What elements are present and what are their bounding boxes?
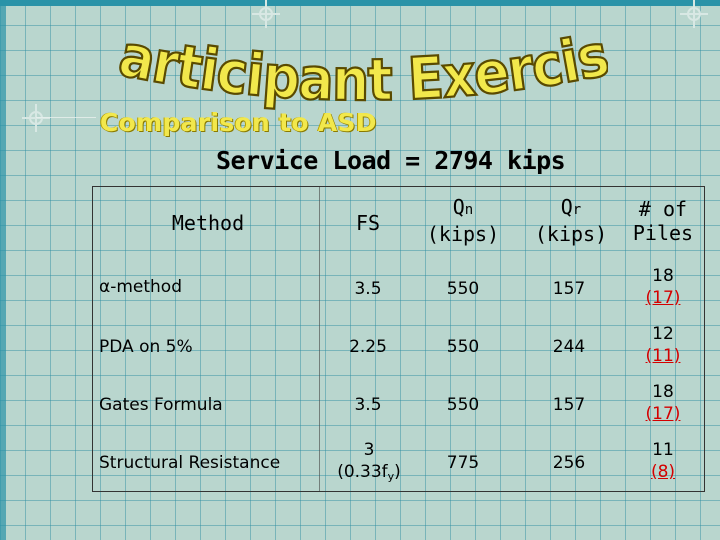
left-accent-bar bbox=[0, 0, 6, 540]
qr-symbol: Q bbox=[560, 195, 573, 219]
piles-value: 18 bbox=[652, 266, 674, 286]
crosshair-decoration bbox=[252, 0, 280, 28]
service-load-heading: Service Load = 2794 kips bbox=[216, 146, 566, 175]
qn-symbol: Q bbox=[452, 195, 465, 219]
column-divider bbox=[319, 187, 320, 491]
svg-text:Participant Exercise: Participant Exercise bbox=[118, 6, 608, 110]
row-method-structural: Structural Resistance bbox=[99, 453, 281, 473]
fs-line2: (0.33fy) bbox=[321, 461, 417, 488]
row-piles: 12 (11) bbox=[633, 323, 693, 367]
comparison-table: Method FS Qn (kips) Qr (kips) # of Piles… bbox=[92, 186, 705, 492]
header-piles: # of Piles bbox=[623, 197, 703, 245]
crosshair-decoration bbox=[22, 104, 50, 132]
piles-value: 12 bbox=[652, 324, 674, 344]
row-method-alpha: α-method bbox=[99, 277, 182, 297]
row-piles: 18 (17) bbox=[633, 265, 693, 309]
row-method-pda: PDA on 5% bbox=[99, 337, 193, 357]
header-qn: Qn (kips) bbox=[415, 195, 511, 246]
header-qr: Qr (kips) bbox=[521, 195, 621, 246]
crosshair-decoration bbox=[680, 0, 708, 28]
piles-line2: Piles bbox=[632, 221, 694, 245]
fs-line1: 3 bbox=[363, 440, 375, 460]
piles-alt-value: (8) bbox=[650, 462, 676, 482]
header-fs: FS bbox=[355, 211, 381, 235]
row-qn: 775 bbox=[446, 453, 480, 473]
row-fs: 3 (0.33fy) bbox=[321, 439, 417, 488]
row-qn: 550 bbox=[446, 279, 480, 299]
row-qr: 157 bbox=[552, 395, 586, 415]
piles-value: 11 bbox=[652, 440, 674, 460]
row-qr: 256 bbox=[552, 453, 586, 473]
row-method-gates: Gates Formula bbox=[99, 395, 223, 415]
title-wordart: Participant Exercise bbox=[118, 6, 608, 110]
fs-line2-text: (0.33f bbox=[337, 462, 388, 482]
piles-value: 18 bbox=[652, 382, 674, 402]
section-subtitle: Comparison to ASD bbox=[100, 108, 377, 137]
row-fs: 3.5 bbox=[354, 279, 382, 299]
piles-alt-value: (17) bbox=[645, 288, 681, 308]
top-accent-bar bbox=[0, 0, 720, 6]
row-qn: 550 bbox=[446, 395, 480, 415]
row-fs: 2.25 bbox=[349, 337, 387, 357]
row-piles: 11 (8) bbox=[633, 439, 693, 483]
page-title: Participant Exercise bbox=[118, 6, 608, 110]
qn-subscript: n bbox=[464, 202, 474, 218]
row-qr: 244 bbox=[552, 337, 586, 357]
qr-subscript: r bbox=[572, 202, 582, 218]
piles-line1: # of bbox=[638, 197, 688, 221]
piles-alt-value: (17) bbox=[645, 404, 681, 424]
row-qn: 550 bbox=[446, 337, 480, 357]
qr-unit: (kips) bbox=[534, 222, 608, 246]
row-piles: 18 (17) bbox=[633, 381, 693, 425]
row-fs: 3.5 bbox=[354, 395, 382, 415]
fs-subscript: y bbox=[387, 470, 395, 483]
decorative-line bbox=[36, 117, 96, 118]
row-qr: 157 bbox=[552, 279, 586, 299]
qn-unit: (kips) bbox=[426, 222, 500, 246]
header-method: Method bbox=[171, 211, 245, 235]
fs-line2-close: ) bbox=[394, 462, 401, 482]
piles-alt-value: (11) bbox=[645, 346, 681, 366]
